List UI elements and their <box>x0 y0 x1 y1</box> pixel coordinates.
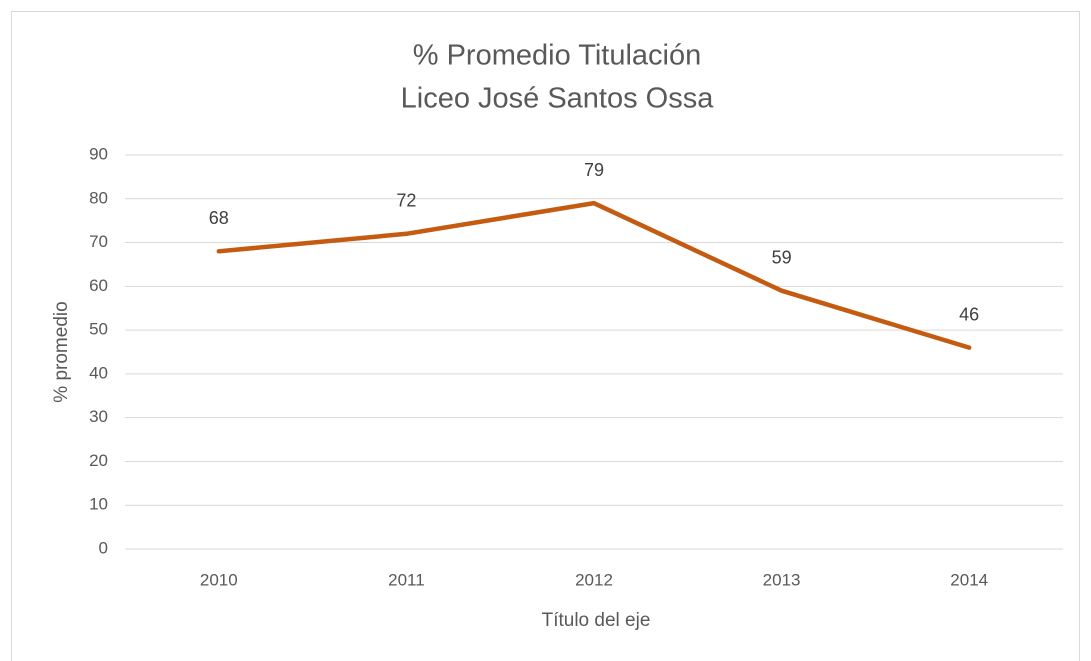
x-tick-label: 2012 <box>575 570 613 589</box>
y-axis-title: % promedio <box>51 301 72 402</box>
x-tick-label: 2011 <box>388 570 425 589</box>
y-tick-label: 70 <box>89 232 108 251</box>
data-label: 46 <box>959 304 979 324</box>
x-axis-title: Título del eje <box>542 610 651 631</box>
chart-title: Liceo José Santos Ossa <box>401 83 715 115</box>
data-label: 68 <box>209 208 229 228</box>
data-label: 59 <box>772 247 792 267</box>
x-tick-label: 2013 <box>763 570 801 589</box>
y-tick-label: 40 <box>89 363 108 382</box>
y-tick-label: 30 <box>89 407 108 426</box>
line <box>216 200 972 350</box>
x-tick-label: 2014 <box>950 570 988 589</box>
data-label: 79 <box>584 160 604 180</box>
y-tick-label: 60 <box>89 276 108 295</box>
y-tick-label: 80 <box>89 188 108 207</box>
y-tick-label: 0 <box>99 538 108 557</box>
y-tick-label: 50 <box>89 320 108 339</box>
data-label: 72 <box>396 191 416 211</box>
y-tick-label: 20 <box>89 451 108 470</box>
chart-border <box>11 11 1080 661</box>
y-tick-label: 90 <box>89 144 108 163</box>
y-tick-label: 10 <box>89 495 108 514</box>
x-tick-label: 2010 <box>200 570 238 589</box>
chart-title: % Promedio Titulación <box>413 40 702 72</box>
